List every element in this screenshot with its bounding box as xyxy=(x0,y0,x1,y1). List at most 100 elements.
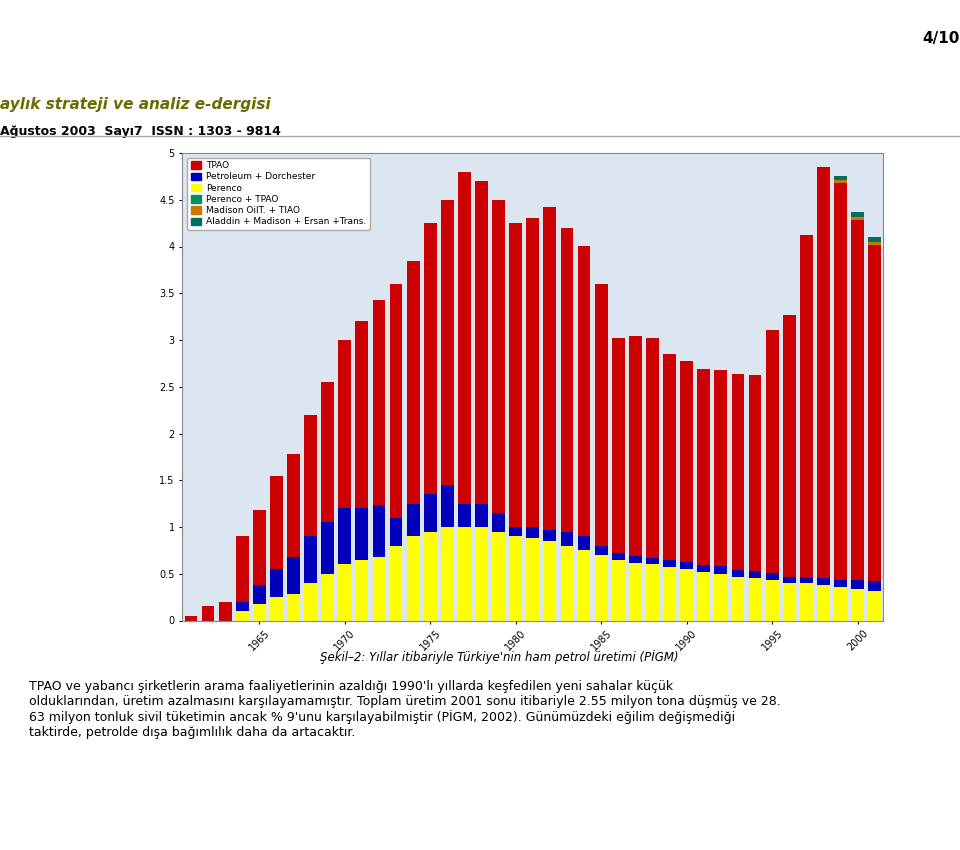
Bar xyxy=(236,536,249,602)
Bar xyxy=(834,180,847,183)
Bar xyxy=(852,217,864,220)
Bar xyxy=(338,508,351,564)
Bar xyxy=(646,338,659,558)
Bar xyxy=(287,594,300,620)
Bar xyxy=(697,572,710,620)
Bar xyxy=(629,563,642,620)
Bar xyxy=(852,220,864,581)
Bar xyxy=(817,578,829,585)
Bar xyxy=(252,604,266,620)
Bar xyxy=(526,218,540,527)
Bar xyxy=(355,559,369,620)
Bar xyxy=(287,557,300,594)
Bar xyxy=(510,536,522,620)
Bar xyxy=(407,536,420,620)
Bar xyxy=(338,564,351,620)
Bar xyxy=(252,510,266,585)
Bar xyxy=(714,370,728,566)
Bar xyxy=(834,183,847,581)
Bar xyxy=(492,200,505,513)
Bar xyxy=(732,374,744,570)
Bar xyxy=(236,602,249,611)
Text: Ağustos 2003  Sayı7  ISSN : 1303 - 9814: Ağustos 2003 Sayı7 ISSN : 1303 - 9814 xyxy=(0,125,281,138)
Bar xyxy=(510,224,522,527)
Bar xyxy=(561,546,573,620)
Bar xyxy=(390,546,402,620)
Bar xyxy=(390,518,402,546)
Bar xyxy=(834,586,847,620)
Bar xyxy=(423,224,437,495)
Bar xyxy=(629,556,642,563)
Bar xyxy=(595,284,608,546)
Text: aylık strateji ve analiz e-dergisi: aylık strateji ve analiz e-dergisi xyxy=(0,97,271,111)
Bar xyxy=(714,566,728,574)
Bar xyxy=(595,546,608,555)
Bar xyxy=(304,415,317,536)
Bar xyxy=(612,338,625,553)
Bar xyxy=(766,330,779,573)
Bar xyxy=(458,172,470,503)
Bar xyxy=(270,476,283,570)
Text: 4/10: 4/10 xyxy=(923,31,960,46)
Bar xyxy=(612,553,625,559)
Bar xyxy=(766,581,779,620)
Bar xyxy=(612,559,625,620)
Bar xyxy=(868,241,881,245)
Bar xyxy=(697,369,710,565)
Legend: TPAO, Petroleum + Dorchester, Perenco, Perenco + TPAO, Madison OilT. + TIAO, Ala: TPAO, Petroleum + Dorchester, Perenco, P… xyxy=(187,157,370,230)
Bar xyxy=(526,538,540,620)
Bar xyxy=(868,245,881,581)
Bar xyxy=(407,503,420,536)
Bar xyxy=(681,562,693,570)
Bar xyxy=(749,571,761,578)
Bar xyxy=(800,235,813,576)
Bar xyxy=(458,527,470,620)
Bar xyxy=(578,246,590,536)
Bar xyxy=(526,527,540,538)
Bar xyxy=(441,200,454,484)
Bar xyxy=(492,532,505,620)
Bar xyxy=(800,576,813,583)
Bar xyxy=(475,503,488,527)
Bar xyxy=(663,354,676,559)
Bar xyxy=(355,508,369,559)
Bar xyxy=(561,532,573,546)
Bar xyxy=(458,503,470,527)
Bar xyxy=(766,573,779,581)
Bar xyxy=(390,284,402,518)
Bar xyxy=(475,181,488,503)
Bar xyxy=(543,541,556,620)
Bar xyxy=(407,260,420,503)
Bar xyxy=(868,581,881,591)
Bar xyxy=(322,522,334,574)
Bar xyxy=(714,574,728,620)
Bar xyxy=(184,615,198,620)
Bar xyxy=(749,375,761,571)
Bar xyxy=(852,589,864,620)
Bar xyxy=(322,574,334,620)
Bar xyxy=(355,321,369,508)
Bar xyxy=(834,177,847,180)
Bar xyxy=(304,536,317,583)
Bar xyxy=(492,513,505,532)
Bar xyxy=(732,576,744,620)
Bar xyxy=(852,581,864,589)
Bar xyxy=(868,591,881,620)
Bar xyxy=(304,583,317,620)
Bar xyxy=(817,167,829,578)
Bar xyxy=(236,611,249,620)
Bar xyxy=(252,585,266,604)
Bar xyxy=(202,607,214,620)
Bar xyxy=(561,228,573,532)
Bar xyxy=(270,597,283,620)
Bar xyxy=(817,585,829,620)
Bar xyxy=(595,555,608,620)
Bar xyxy=(578,536,590,551)
Bar xyxy=(372,300,385,506)
Bar xyxy=(749,578,761,620)
Text: Şekil–2: Yıllar itibariyle Türkiye'nin ham petrol üretimi (PİGM): Şekil–2: Yıllar itibariyle Türkiye'nin h… xyxy=(320,650,679,664)
Bar xyxy=(423,494,437,532)
Bar xyxy=(441,484,454,527)
Bar xyxy=(782,576,796,583)
Bar xyxy=(338,340,351,508)
